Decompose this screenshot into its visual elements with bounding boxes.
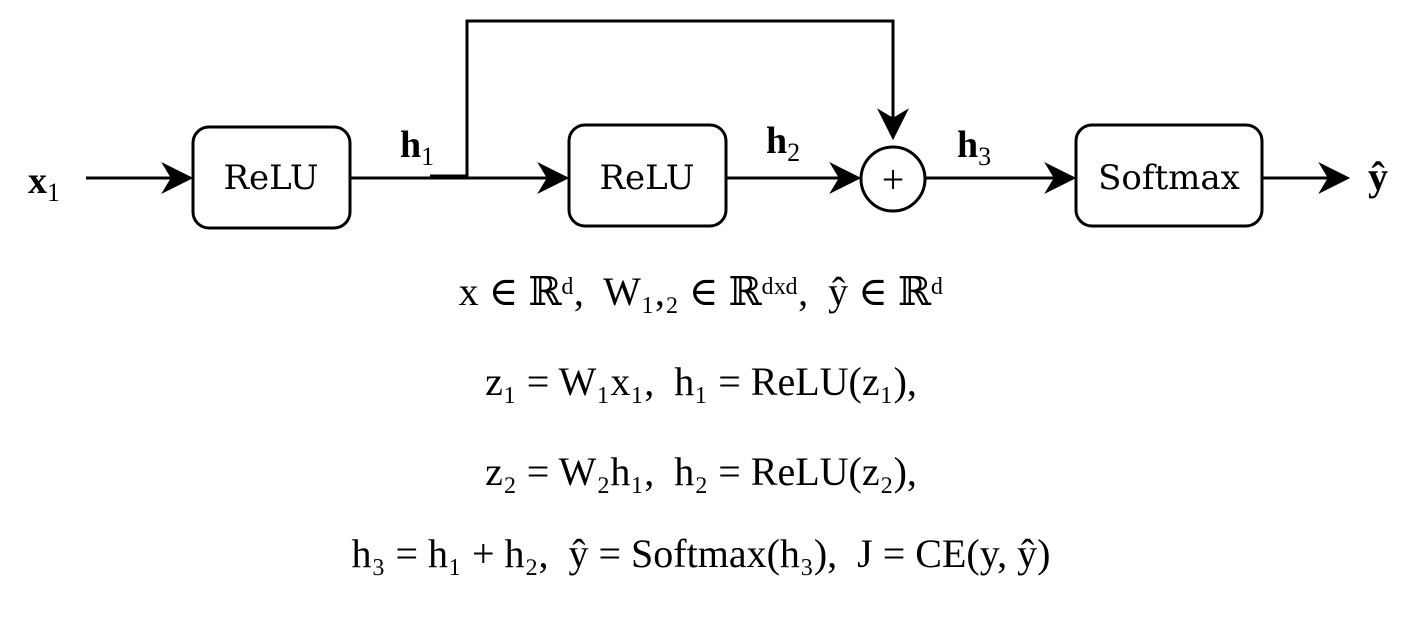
equation-domains: x ∈ ℝᵈ, W₁,₂ ∈ ℝᵈˣᵈ, ŷ ∈ ℝᵈ: [458, 269, 944, 314]
skip-connection: [465, 19, 909, 178]
softmax-box-label: Softmax: [1098, 158, 1240, 198]
equation-output-loss: h₃ = h₁ + h₂, ŷ = Softmax(h₃), J = CE(y,…: [351, 531, 1051, 576]
h3-label: h3: [957, 124, 991, 171]
h2-label: h2: [766, 120, 800, 167]
equation-layer-1: z₁ = W₁x₁, h₁ = ReLU(z₁),: [485, 359, 917, 404]
relu-box-2-label: ReLU: [599, 158, 694, 198]
h3-subscript: 3: [978, 142, 991, 171]
relu-box-1-label: ReLU: [223, 158, 318, 198]
h1-subscript: 1: [421, 142, 434, 171]
relu-box-2: [567, 123, 728, 228]
input-subscript: 1: [47, 178, 60, 207]
input-label: x1: [28, 160, 60, 207]
softmax-box: [1074, 123, 1264, 228]
h2-subscript: 2: [787, 138, 800, 167]
equation-layer-2: z₂ = W₂h₁, h₂ = ReLU(z₂),: [485, 449, 917, 494]
output-label: ŷ: [1368, 154, 1388, 199]
sum-symbol: +: [882, 157, 905, 202]
h1-label: h1: [400, 124, 434, 171]
